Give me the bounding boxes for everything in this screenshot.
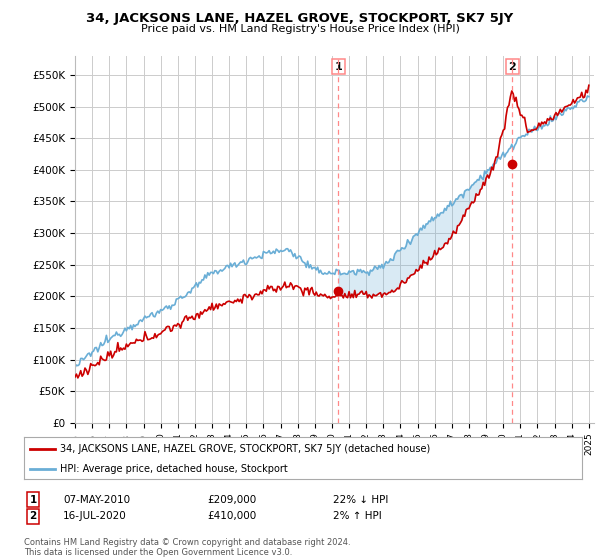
Text: Contains HM Land Registry data © Crown copyright and database right 2024.
This d: Contains HM Land Registry data © Crown c… [24, 538, 350, 557]
Text: 34, JACKSONS LANE, HAZEL GROVE, STOCKPORT, SK7 5JY: 34, JACKSONS LANE, HAZEL GROVE, STOCKPOR… [86, 12, 514, 25]
Text: 22% ↓ HPI: 22% ↓ HPI [333, 494, 388, 505]
Text: 34, JACKSONS LANE, HAZEL GROVE, STOCKPORT, SK7 5JY (detached house): 34, JACKSONS LANE, HAZEL GROVE, STOCKPOR… [60, 444, 431, 454]
Text: Price paid vs. HM Land Registry's House Price Index (HPI): Price paid vs. HM Land Registry's House … [140, 24, 460, 34]
Text: 1: 1 [334, 62, 342, 72]
Text: 16-JUL-2020: 16-JUL-2020 [63, 511, 127, 521]
Text: 2% ↑ HPI: 2% ↑ HPI [333, 511, 382, 521]
Text: £209,000: £209,000 [207, 494, 256, 505]
Text: 07-MAY-2010: 07-MAY-2010 [63, 494, 130, 505]
Text: HPI: Average price, detached house, Stockport: HPI: Average price, detached house, Stoc… [60, 464, 288, 474]
Text: 2: 2 [509, 62, 517, 72]
Text: £410,000: £410,000 [207, 511, 256, 521]
Text: 2: 2 [29, 511, 37, 521]
Text: 1: 1 [29, 494, 37, 505]
